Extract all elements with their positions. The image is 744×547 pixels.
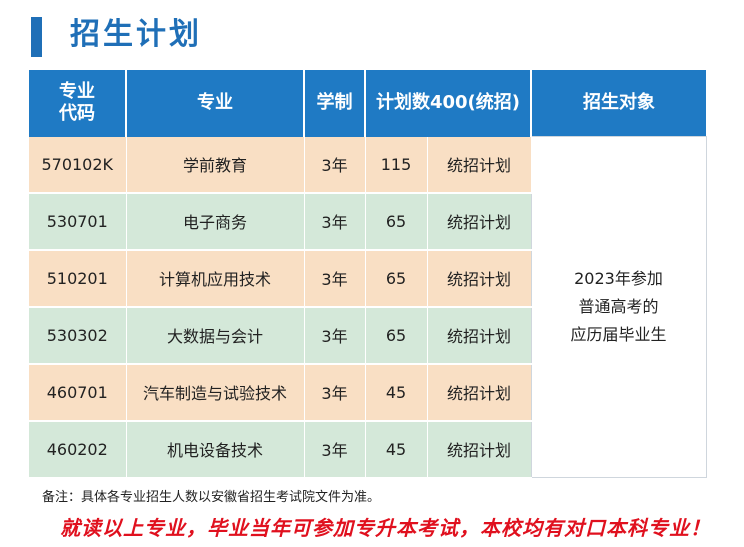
cell-count: 45 (365, 420, 428, 479)
cell-plan-type: 统招计划 (427, 249, 532, 308)
cell-code: 530302 (29, 306, 127, 365)
header-duration: 学制 (304, 70, 366, 137)
header-major-code: 专业 代码 (29, 70, 127, 137)
cell-count: 65 (365, 192, 428, 251)
cell-major: 电子商务 (126, 192, 305, 251)
cell-duration: 3年 (304, 420, 366, 479)
target-line: 应历届毕业生 (570, 325, 667, 344)
cell-code: 510201 (29, 249, 127, 308)
cell-code: 460701 (29, 363, 127, 422)
cell-plan-type: 统招计划 (427, 306, 532, 365)
cell-major: 计算机应用技术 (126, 249, 305, 308)
title-accent-bar (31, 17, 42, 57)
cell-code: 570102K (29, 136, 127, 194)
footnote: 备注：具体各专业招生人数以安徽省招生考试院文件为准。 (42, 490, 381, 505)
cell-duration: 3年 (304, 363, 366, 422)
header-major: 专业 (126, 70, 305, 137)
cell-plan-type: 统招计划 (427, 136, 532, 194)
cell-code: 530701 (29, 192, 127, 251)
header-major-code-line1: 专业 (59, 81, 95, 103)
table-header-row: 专业 代码 专业 学制 计划数400(统招) 招生对象 (29, 70, 706, 137)
cell-plan-type: 统招计划 (427, 363, 532, 422)
cell-count: 65 (365, 249, 428, 308)
table-row: 530701 电子商务 3年 65 统招计划 (29, 192, 706, 251)
cell-count: 65 (365, 306, 428, 365)
enrollment-plan-table: 专业 代码 专业 学制 计划数400(统招) 招生对象 570102K 学前教育… (29, 70, 707, 479)
cell-major: 机电设备技术 (126, 420, 305, 479)
table-row: 460202 机电设备技术 3年 45 统招计划 (29, 420, 706, 479)
cell-duration: 3年 (304, 306, 366, 365)
cell-duration: 3年 (304, 136, 366, 194)
cell-major: 汽车制造与试验技术 (126, 363, 305, 422)
cell-duration: 3年 (304, 192, 366, 251)
table-row: 510201 计算机应用技术 3年 65 统招计划 (29, 249, 706, 308)
cell-code: 460202 (29, 420, 127, 479)
promo-slogan: 就读以上专业，毕业当年可参加专升本考试，本校均有对口本科专业！ (60, 516, 711, 540)
target-cell: 2023年参加 普通高考的 应历届毕业生 (530, 136, 707, 478)
cell-major: 大数据与会计 (126, 306, 305, 365)
target-line: 普通高考的 (578, 297, 659, 316)
table-row: 460701 汽车制造与试验技术 3年 45 统招计划 (29, 363, 706, 422)
cell-plan-type: 统招计划 (427, 192, 532, 251)
header-target: 招生对象 (531, 70, 706, 137)
cell-count: 45 (365, 363, 428, 422)
header-plan-count: 计划数400(统招) (365, 70, 532, 137)
table-row: 530302 大数据与会计 3年 65 统招计划 (29, 306, 706, 365)
table-row: 570102K 学前教育 3年 115 统招计划 2023年参加 普通高考的 应… (29, 136, 707, 478)
cell-plan-type: 统招计划 (427, 420, 532, 479)
target-line: 2023年参加 (574, 269, 663, 288)
header-major-code-line2: 代码 (59, 103, 95, 125)
page-title: 招生计划 (70, 17, 202, 52)
cell-duration: 3年 (304, 249, 366, 308)
cell-count: 115 (365, 136, 428, 194)
cell-major: 学前教育 (126, 136, 305, 194)
